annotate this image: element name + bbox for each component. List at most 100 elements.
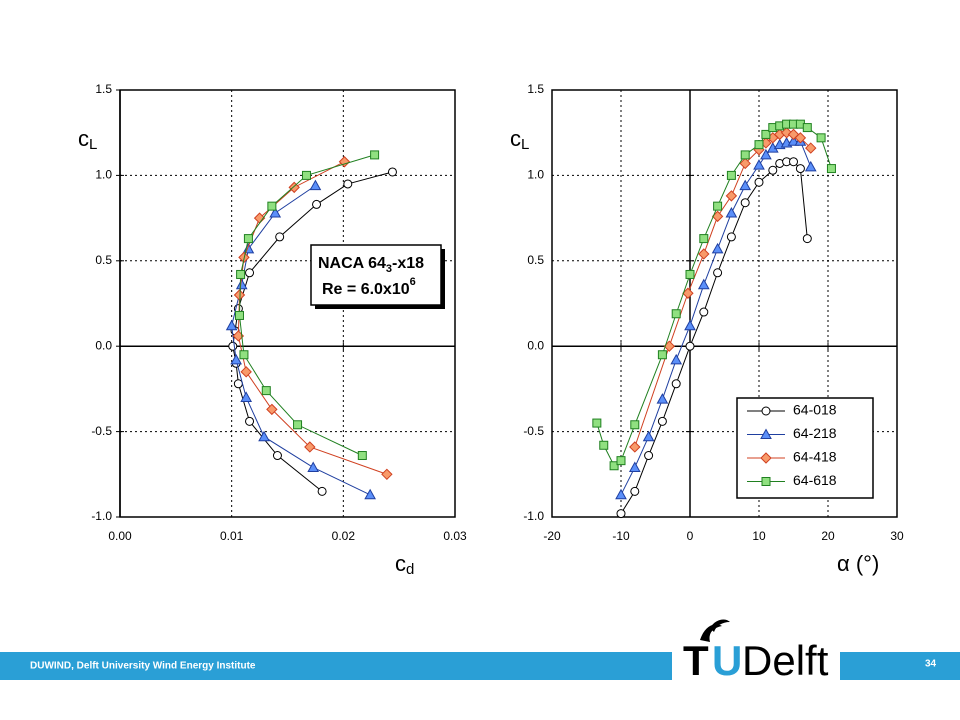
y-axis-label-main: c [78, 126, 89, 151]
marker [225, 319, 238, 331]
marker [628, 461, 641, 472]
marker [697, 278, 710, 290]
marker [240, 366, 252, 378]
marker [630, 486, 640, 496]
marker [309, 179, 322, 191]
x-tick-label: 0.00 [108, 529, 132, 543]
marker [789, 157, 798, 167]
x-tick-label: 30 [890, 529, 904, 543]
logo-u: U [712, 637, 742, 684]
x-tick-label: -20 [543, 529, 561, 543]
marker [657, 350, 667, 360]
marker [312, 199, 322, 209]
marker [240, 391, 253, 402]
marker [243, 234, 253, 244]
marker [239, 350, 249, 360]
y-tick-label: 0.5 [527, 253, 544, 267]
marker [740, 150, 750, 160]
marker [307, 461, 320, 472]
marker [592, 418, 602, 428]
y-tick-label: -1.0 [523, 509, 544, 523]
marker [317, 486, 327, 496]
marker [760, 428, 772, 439]
x-axis-label-main: c [395, 551, 406, 576]
marker [269, 206, 282, 218]
marker [304, 441, 316, 453]
marker [740, 198, 750, 208]
marker [754, 140, 764, 150]
legend-label: 64-018 [793, 402, 837, 418]
y-tick-label: 1.5 [527, 82, 544, 96]
marker [711, 242, 724, 254]
marker [739, 179, 752, 191]
x-axis-label: cd [395, 551, 414, 578]
marker [826, 164, 836, 174]
annotation-box [310, 244, 442, 306]
legend-label: 64-418 [793, 449, 837, 465]
logo-flame [700, 619, 730, 642]
marker [245, 416, 255, 426]
y-tick-label: 1.5 [95, 82, 112, 96]
annotation-text: -x18 [392, 255, 424, 272]
marker [804, 160, 817, 172]
marker [768, 165, 778, 175]
marker [657, 416, 667, 426]
annotation-line: Re = 6.0x106 [322, 276, 416, 298]
marker [685, 269, 695, 279]
marker [233, 379, 243, 389]
y-tick-label: 0.0 [95, 338, 112, 352]
y-axis-label: cL [78, 126, 97, 153]
marker [713, 201, 723, 211]
x-tick-label: 10 [752, 529, 766, 543]
marker [795, 164, 805, 174]
marker [267, 201, 277, 211]
marker [726, 170, 736, 180]
marker [370, 150, 380, 160]
marker [725, 206, 738, 218]
marker [794, 132, 807, 144]
marker [235, 278, 248, 290]
marker [615, 488, 627, 500]
marker [293, 420, 303, 430]
annotation-line: NACA 643-x18 [318, 255, 424, 275]
marker [266, 403, 278, 416]
marker [288, 181, 300, 194]
footer-bar-right [840, 652, 960, 680]
marker [725, 190, 738, 202]
page-number: 34 [925, 659, 937, 670]
x-axis-label-main: α (°) [837, 551, 879, 576]
marker [236, 269, 246, 279]
marker [670, 353, 683, 365]
marker [760, 148, 772, 160]
marker [357, 451, 367, 461]
marker [245, 268, 255, 278]
logo-t: T [683, 637, 709, 684]
marker [644, 451, 654, 461]
y-tick-label: -0.5 [523, 424, 544, 438]
annotation-text: NACA 64 [318, 255, 386, 272]
marker [230, 353, 242, 365]
x-axis-label: α (°) [837, 551, 879, 576]
marker [682, 287, 694, 299]
marker [616, 509, 626, 519]
y-axis-label-main: c [510, 126, 521, 151]
y-tick-label: -0.5 [91, 424, 112, 438]
y-axis-label-sub: L [89, 136, 97, 153]
marker [228, 341, 238, 351]
marker [753, 159, 765, 170]
marker [761, 477, 771, 486]
legend-label: 64-618 [793, 472, 837, 488]
marker [671, 379, 681, 389]
marker [387, 167, 397, 177]
marker [802, 234, 812, 244]
x-tick-label: 0 [687, 529, 694, 543]
marker [699, 307, 709, 317]
plot-frame [551, 89, 898, 518]
marker [802, 123, 812, 133]
marker [726, 232, 736, 242]
marker [642, 430, 655, 442]
marker [258, 430, 270, 442]
y-tick-label: 1.0 [527, 168, 544, 182]
